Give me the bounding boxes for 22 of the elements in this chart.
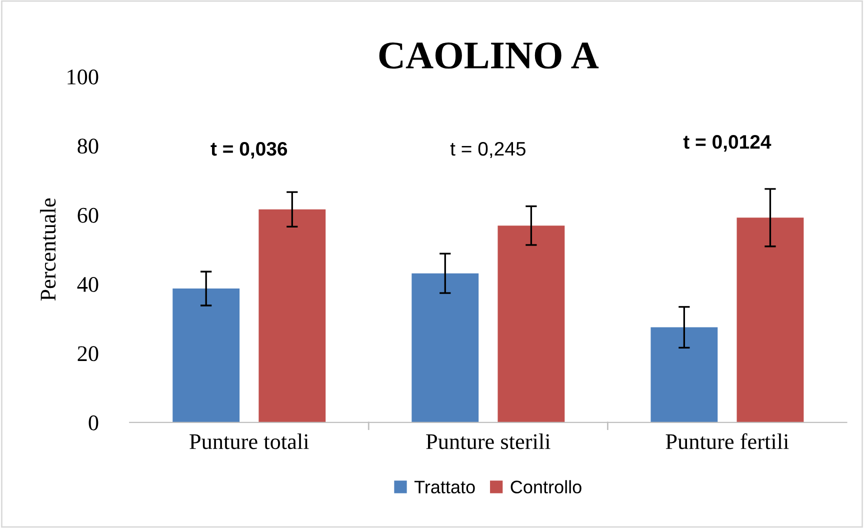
annotation: t = 0,036 (210, 142, 288, 159)
x-tick-label: Punture totali (190, 434, 309, 450)
y-tick-label: 40 (77, 276, 98, 292)
legend-label: Trattato (414, 480, 475, 494)
x-tick-label: Punture fertili (666, 433, 789, 450)
bar (412, 273, 479, 422)
y-axis-title: Percentuale (40, 198, 56, 301)
x-tick-label: Punture sterili (426, 434, 550, 450)
bar (650, 327, 718, 422)
y-tick-label: 100 (68, 69, 98, 84)
annotation: t = 0,245 (450, 142, 526, 158)
y-tick-label: 0 (88, 415, 98, 430)
chart-title: CAOLINO A (379, 42, 599, 69)
y-tick-label: 80 (78, 138, 98, 154)
bar (258, 209, 326, 422)
bar (736, 218, 804, 422)
legend-label: Controllo (510, 480, 582, 494)
bar (498, 226, 565, 422)
y-tick-label: 60 (78, 208, 98, 223)
y-tick-label: 20 (78, 346, 98, 362)
annotation: t = 0,0124 (683, 135, 772, 152)
bar (172, 288, 240, 422)
